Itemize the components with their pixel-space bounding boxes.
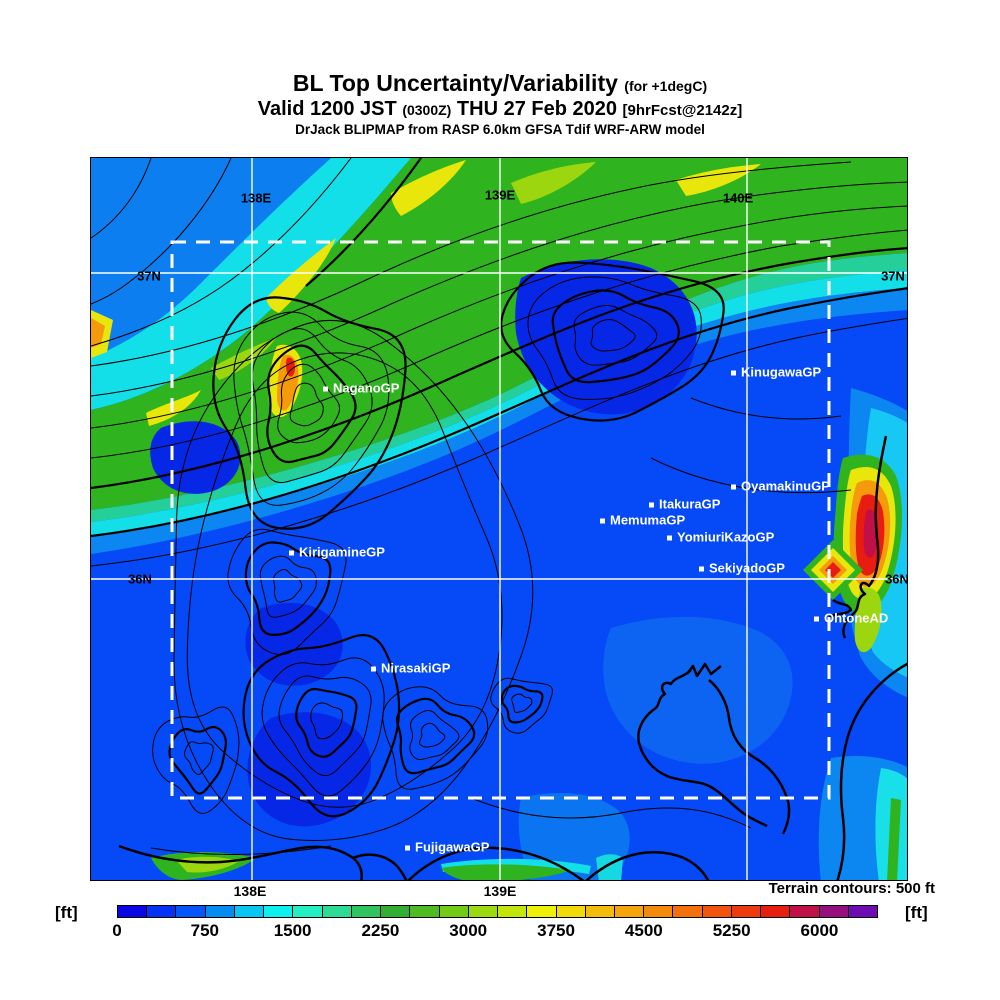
colorbar-segment bbox=[146, 905, 176, 918]
site-marker-naganogp: NaganoGP bbox=[323, 381, 399, 396]
site-marker-sekiyadogp: SekiyadoGP bbox=[699, 561, 785, 576]
site-label: MemumaGP bbox=[610, 512, 686, 528]
colorbar-tick-label: 2250 bbox=[361, 921, 400, 940]
colorbar-tick-label: 3750 bbox=[537, 921, 575, 940]
site-label: KirigamineGP bbox=[299, 544, 385, 560]
inner-domain-box bbox=[170, 240, 831, 800]
site-dot-icon bbox=[731, 484, 736, 490]
lat-label-left-36n: 36N bbox=[128, 571, 152, 587]
colorbar-tick-label: 1500 bbox=[273, 921, 312, 940]
terrain-contour-note: Terrain contours: 500 ft bbox=[768, 880, 935, 897]
valid-time: Valid 1200 JST bbox=[257, 98, 397, 121]
colorbar-segment bbox=[701, 905, 731, 918]
site-marker-itakuragp: ItakuraGP bbox=[649, 497, 720, 512]
lon-label-top-140e: 140E bbox=[722, 190, 754, 206]
colorbar-segment bbox=[672, 905, 702, 918]
site-label: ItakuraGP bbox=[659, 496, 721, 512]
site-label: NaganoGP bbox=[333, 380, 400, 396]
latlon-grid bbox=[91, 158, 907, 880]
site-dot-icon bbox=[405, 845, 410, 851]
lon-label-top-138e: 138E bbox=[240, 190, 272, 206]
site-marker-memumagp: MemumaGP bbox=[600, 513, 685, 528]
colorbar-segment bbox=[818, 905, 848, 918]
colorbar-ticks: 0 750 1500 2250 3000 3750 4500 5250 6000 bbox=[112, 921, 878, 941]
title-main: BL Top Uncertainty/Variability bbox=[292, 70, 618, 96]
colorbar-segment bbox=[321, 905, 351, 918]
site-label: KinugawaGP bbox=[741, 364, 822, 380]
site-label: NirasakiGP bbox=[381, 660, 451, 676]
colorbar bbox=[117, 905, 879, 918]
colorbar-segment bbox=[263, 905, 293, 918]
site-label: OhtoneAD bbox=[824, 610, 889, 626]
site-dot-icon bbox=[731, 370, 736, 376]
colorbar-segment bbox=[350, 905, 381, 918]
site-marker-kirigaminegp: KirigamineGP bbox=[289, 545, 385, 560]
coastline bbox=[118, 435, 907, 880]
lon-label-bottom-138e: 138E bbox=[233, 883, 267, 899]
colorbar-tick-label: 0 bbox=[112, 921, 122, 940]
site-marker-fujigawagp: FujigawaGP bbox=[405, 840, 489, 855]
forecast-ref: [9hrFcst@2142z] bbox=[622, 102, 743, 120]
map-canvas bbox=[91, 158, 907, 880]
colorbar-segment bbox=[789, 905, 819, 918]
colorbar-segment bbox=[643, 905, 673, 918]
site-dot-icon bbox=[600, 518, 605, 524]
site-dot-icon bbox=[699, 566, 704, 572]
lon-label-bottom-139e: 139E bbox=[483, 883, 517, 899]
site-marker-ohtonead: OhtoneAD bbox=[814, 611, 888, 626]
site-marker-oyamakinugp: OyamakinuGP bbox=[731, 479, 830, 494]
lat-label-right-36n: 36N bbox=[885, 571, 908, 587]
colorbar-segment bbox=[555, 905, 585, 918]
colorbar-segment bbox=[847, 905, 879, 918]
terrain-contours-index bbox=[91, 158, 907, 538]
lon-label-top-139e: 139E bbox=[484, 187, 516, 203]
site-label: YomiuriKazoGP bbox=[677, 529, 775, 545]
valid-zulu: (0300Z) bbox=[402, 102, 452, 119]
colorbar-segment bbox=[117, 905, 147, 918]
model-line: DrJack BLIPMAP from RASP 6.0km GFSA Tdif… bbox=[295, 122, 705, 138]
blipmap-plot: 138E 139E 140E 37N 36N 37N 36N NaganoGP K… bbox=[90, 157, 908, 881]
colorbar-tick-label: 6000 bbox=[800, 921, 839, 940]
site-dot-icon bbox=[649, 502, 654, 508]
site-dot-icon bbox=[667, 535, 672, 541]
valid-line: Valid 1200 JST (0300Z) THU 27 Feb 2020 [… bbox=[0, 98, 1000, 121]
colorbar-tick-label: 4500 bbox=[624, 921, 663, 940]
site-marker-nirasakigp: NirasakiGP bbox=[371, 661, 450, 676]
colorbar-tick-label: 3000 bbox=[449, 921, 488, 940]
page-title: BL Top Uncertainty/Variability (for +1de… bbox=[0, 70, 1000, 96]
terrain-contour-rings bbox=[152, 261, 725, 841]
site-dot-icon bbox=[814, 616, 819, 622]
colorbar-segment bbox=[438, 905, 468, 918]
colorbar-segment bbox=[467, 905, 498, 918]
colorbar-segment bbox=[526, 905, 556, 918]
lat-label-left-37n: 37N bbox=[137, 268, 161, 284]
title-suffix: (for +1degC) bbox=[624, 78, 708, 94]
lat-label-right-37n: 37N bbox=[881, 268, 905, 284]
colorbar-tick-label: 750 bbox=[190, 921, 219, 940]
colorbar-segment bbox=[497, 905, 527, 918]
colorbar-segment bbox=[613, 905, 644, 918]
site-label: SekiyadoGP bbox=[709, 560, 785, 576]
colorbar-unit-left: [ft] bbox=[55, 903, 78, 922]
site-label: FujigawaGP bbox=[415, 839, 490, 855]
site-marker-yomiurikazogp: YomiuriKazoGP bbox=[667, 530, 774, 545]
colorbar-segment bbox=[292, 905, 322, 918]
header: BL Top Uncertainty/Variability (for +1de… bbox=[0, 70, 1000, 138]
colorbar-segment bbox=[204, 905, 234, 918]
colorbar-segment bbox=[233, 905, 264, 918]
colorbar-segment bbox=[730, 905, 761, 918]
colorbar-segment bbox=[760, 905, 790, 918]
colorbar-segment bbox=[380, 905, 410, 918]
site-label: OyamakinuGP bbox=[741, 478, 830, 494]
colorbar-tick-label: 5250 bbox=[712, 921, 751, 940]
valid-date: THU 27 Feb 2020 bbox=[456, 98, 617, 121]
site-dot-icon bbox=[289, 550, 294, 556]
site-dot-icon bbox=[323, 386, 328, 392]
colorbar-segment bbox=[175, 905, 205, 918]
site-dot-icon bbox=[371, 666, 376, 672]
site-marker-kinugawagp: KinugawaGP bbox=[731, 365, 821, 380]
colorbar-unit-right: [ft] bbox=[905, 903, 928, 922]
colorbar-segment bbox=[584, 905, 614, 918]
colorbar-segment bbox=[409, 905, 439, 918]
